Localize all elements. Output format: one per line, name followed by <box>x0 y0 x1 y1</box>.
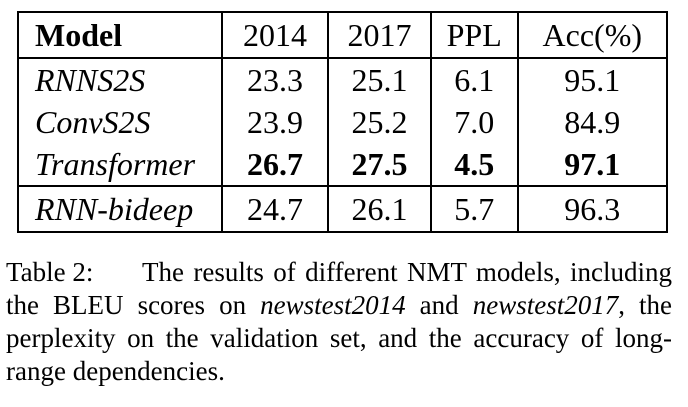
perplexity: 5.7 <box>429 186 519 233</box>
caption-text: , the perplexity on the validation set, … <box>6 290 672 386</box>
accuracy: 95.1 <box>516 58 669 101</box>
perplexity: 7.0 <box>429 101 519 143</box>
caption-label: Table 2: <box>6 257 94 287</box>
header-model: Model <box>17 11 223 59</box>
accuracy: 97.1 <box>516 143 669 187</box>
results-table: Model 2014 2017 PPL Acc(%) RNNS2S 23.3 2… <box>17 11 669 233</box>
model-name: RNN-bideep <box>17 186 223 233</box>
caption-text: The results of different NMT models, inc… <box>6 257 672 320</box>
caption-emphasis: newstest2017 <box>472 290 619 320</box>
bleu-2014: 23.3 <box>220 58 330 101</box>
header-acc: Acc(%) <box>516 11 669 59</box>
bleu-2014: 26.7 <box>220 143 330 187</box>
header-2017: 2017 <box>327 11 432 59</box>
bleu-2014: 24.7 <box>220 186 330 233</box>
accuracy: 96.3 <box>516 186 669 233</box>
header-2014: 2014 <box>220 11 330 59</box>
table-row: RNN-bideep 24.7 26.1 5.7 96.3 <box>17 186 669 233</box>
bleu-2017: 25.2 <box>327 101 432 143</box>
table-row: Transformer 26.7 27.5 4.5 97.1 <box>17 143 669 187</box>
bleu-2017: 27.5 <box>327 143 432 187</box>
model-name: RNNS2S <box>17 58 223 101</box>
table-row: ConvS2S 23.9 25.2 7.0 84.9 <box>17 101 669 143</box>
perplexity: 6.1 <box>429 58 519 101</box>
table-row: RNNS2S 23.3 25.1 6.1 95.1 <box>17 58 669 101</box>
bleu-2017: 25.1 <box>327 58 432 101</box>
caption-text: and <box>405 290 473 320</box>
table-header-row: Model 2014 2017 PPL Acc(%) <box>17 11 669 59</box>
model-name: Transformer <box>17 143 223 187</box>
accuracy: 84.9 <box>516 101 669 143</box>
bleu-2014: 23.9 <box>220 101 330 143</box>
bleu-2017: 26.1 <box>327 186 432 233</box>
perplexity: 4.5 <box>429 143 519 187</box>
header-ppl: PPL <box>429 11 519 59</box>
table-caption: Table 2: The results of different NMT mod… <box>6 256 672 388</box>
model-name: ConvS2S <box>17 101 223 143</box>
caption-emphasis: newstest2014 <box>260 290 406 320</box>
